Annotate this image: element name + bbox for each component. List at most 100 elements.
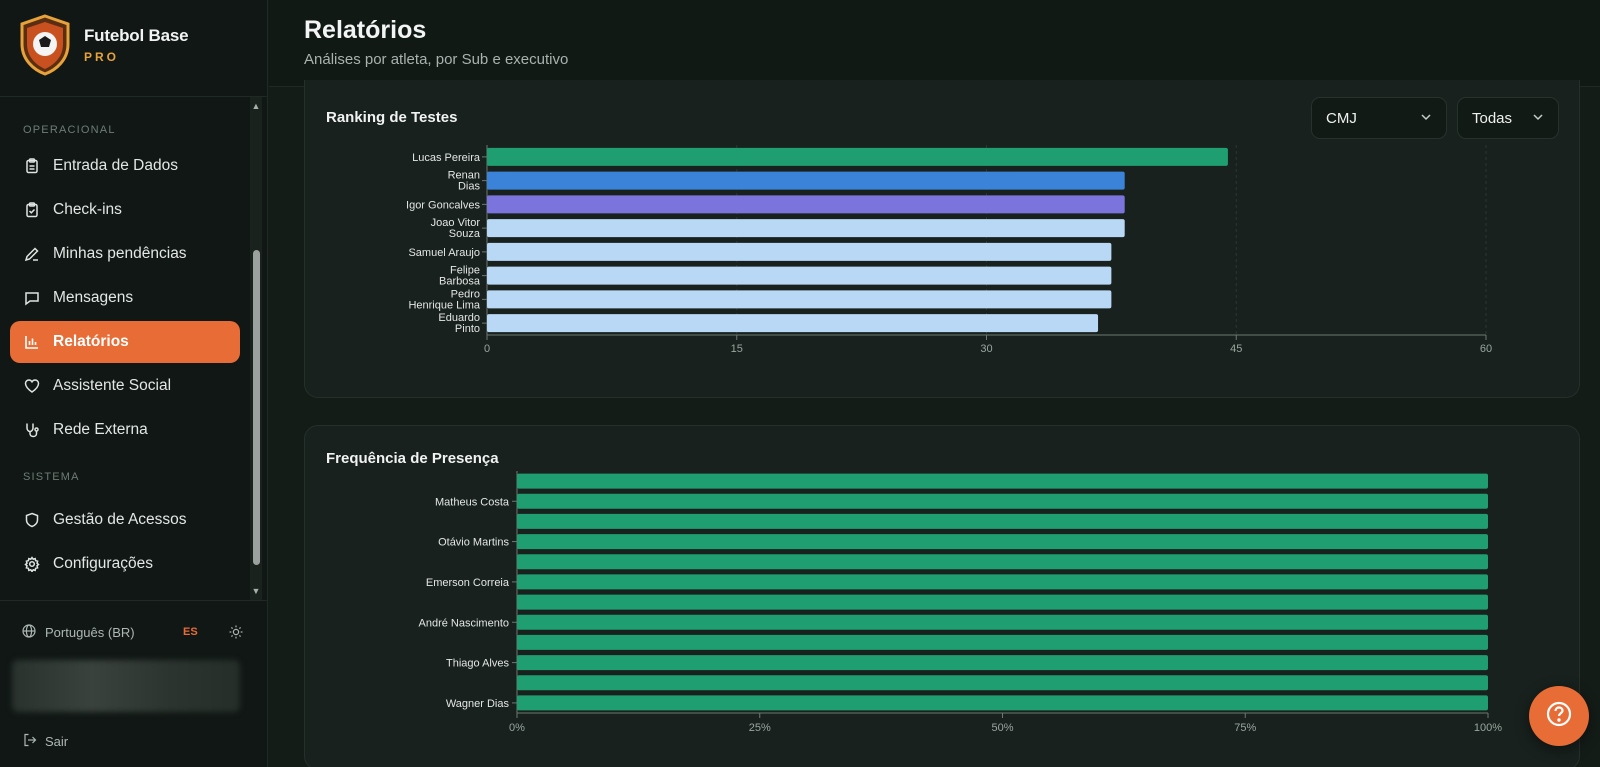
y-category-label: Joao Vitor Souza [431,217,481,240]
group-select-value: Todas [1472,109,1513,127]
presence-bar [517,675,1488,691]
y-category-label: André Nascimento [419,617,510,629]
x-tick-label: 45 [1230,343,1242,355]
brand-name: Futebol Base [84,26,189,45]
x-tick-label: 60 [1480,343,1492,355]
clipboard-list-icon [23,157,41,175]
y-category-label: Otávio Martins [438,537,509,549]
divider [0,600,268,601]
sidebar-item-label: Check-ins [53,201,122,218]
presence-bar [517,634,1488,650]
y-category-label-line: Samuel Araujo [408,247,480,259]
sidebar-item-label: Minhas pendências [53,245,187,262]
sidebar-item-minhas-pendencias[interactable]: Minhas pendências [10,233,240,275]
bar-chart-icon [23,333,41,351]
user-profile-blurred[interactable] [12,660,240,712]
y-category-label-line: Barbosa [439,276,481,288]
ranking-bar [487,219,1125,238]
sidebar-item-configuracoes[interactable]: Configurações [10,543,240,585]
shield-ball-logo [20,14,70,76]
sidebar-item-rede-externa[interactable]: Rede Externa [10,409,240,451]
x-tick-label: 30 [980,343,992,355]
section-label-system: SISTEMA [23,471,80,483]
presence-bar [517,614,1488,630]
test-select[interactable]: CMJ [1311,97,1447,139]
presence-bar [517,574,1488,590]
sidebar-item-label: Relatórios [53,333,129,350]
y-category-label-line: Dias [458,181,481,193]
test-select-value: CMJ [1326,109,1357,127]
y-category-label: Thiago Alves [446,658,509,670]
heart-icon [23,377,41,395]
shield-icon [23,511,41,529]
sidebar-item-check-ins[interactable]: Check-ins [10,189,240,231]
sidebar-item-assistente-social[interactable]: Assistente Social [10,365,240,407]
stethoscope-icon [23,421,41,439]
logout-icon [23,733,37,750]
language-label: Português (BR) [45,625,135,640]
presence-card: Frequência de Presença 0% 25% 50% 75% 100% Ma… [304,425,1580,767]
y-category-label-line: Souza [449,228,481,240]
y-category-label-line: Renan [448,170,480,182]
help-button[interactable] [1529,686,1589,746]
brand[interactable]: Futebol Base PRO [18,14,189,76]
presence-bar [517,594,1488,610]
y-category-label: Lucas Pereira [412,152,481,164]
page-title: Relatórios [304,16,427,44]
x-tick-label: 0% [509,722,525,734]
sidebar-item-label: Rede Externa [53,421,148,438]
ranking-bar [487,290,1112,309]
y-category-label-line: Igor Goncalves [406,199,480,211]
sidebar-item-label: Gestão de Acessos [53,511,187,528]
presence-bar [517,655,1488,671]
y-category-label: Wagner Dias [446,698,510,710]
ranking-chart: 0 15 30 45 60 Lucas Pereira Renan Dias Igor Gonc… [406,145,1492,355]
sidebar-item-mensagens[interactable]: Mensagens [10,277,240,319]
presence-bar [517,513,1488,529]
group-select[interactable]: Todas [1457,97,1559,139]
y-category-label: Samuel Araujo [408,247,480,259]
sidebar-item-relatorios[interactable]: Relatórios [10,321,240,363]
pencil-icon [23,245,41,263]
presence-bar [517,695,1488,711]
ranking-bar [487,314,1099,333]
x-tick-label: 50% [991,722,1013,734]
logout-button[interactable]: Sair [23,733,68,750]
sidebar: Futebol Base PRO OPERACIONAL Entrada de … [0,0,268,767]
y-category-label-line: Pinto [455,323,480,335]
globe-icon [22,624,36,641]
ranking-bar [487,266,1112,285]
sidebar-item-label: Mensagens [53,289,134,306]
ranking-bar [487,195,1125,214]
page-subtitle: Análises por atleta, por Sub e executivo [304,51,569,68]
sidebar-item-label: Configurações [53,555,153,572]
x-tick-label: 75% [1234,722,1256,734]
scrollbar-thumb[interactable] [253,250,260,565]
language-selector[interactable]: Português (BR) [22,624,135,641]
chevron-down-icon [1420,110,1432,127]
y-category-label-line: Felipe [450,265,480,277]
ranking-card: Ranking de Testes CMJ Todas 0 15 30 45 60 Luc… [304,80,1580,398]
y-category-label: Eduardo Pinto [438,312,480,335]
sun-icon[interactable] [229,625,243,644]
presence-bar [517,493,1488,509]
y-category-label-line: Lucas Pereira [412,152,481,164]
y-category-label: Matheus Costa [435,496,510,508]
y-category-label-line: Joao Vitor [431,217,481,229]
y-category-label: Renan Dias [448,170,481,193]
x-tick-label: 25% [749,722,771,734]
presence-bar [517,473,1488,489]
sidebar-item-entrada-de-dados[interactable]: Entrada de Dados [10,145,240,187]
ranking-bar [487,242,1112,261]
y-category-label-line: Henrique Lima [408,299,480,311]
help-icon [1545,700,1573,733]
sidebar-item-gestao-de-acessos[interactable]: Gestão de Acessos [10,499,240,541]
presence-bar [517,534,1488,550]
scroll-up-arrow-icon[interactable]: ▲ [251,101,261,111]
chevron-down-icon [1532,110,1544,127]
sidebar-item-label: Entrada de Dados [53,157,178,174]
clipboard-check-icon [23,201,41,219]
language-es-option[interactable]: ES [183,626,198,638]
scroll-down-arrow-icon[interactable]: ▼ [251,586,261,596]
gear-icon [23,555,41,573]
